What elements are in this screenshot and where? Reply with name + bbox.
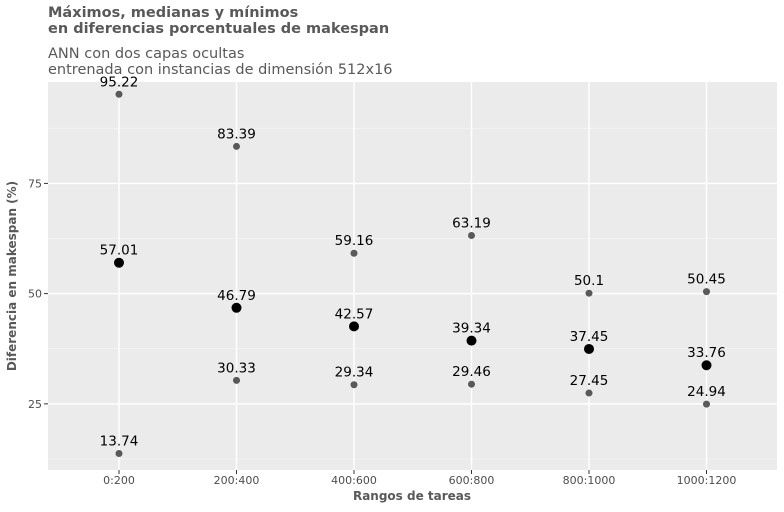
- point-median: [466, 335, 477, 346]
- chart-title: Máximos, medianas y mínimos en diferenci…: [48, 5, 389, 37]
- chart-title-line-2: en diferencias porcentuales de makespan: [48, 21, 390, 37]
- axis-ticks: 25 50 75 0:200 200:400 400:600 600:800 800:1000…: [28, 177, 736, 487]
- data-label-max: 95.22: [100, 74, 139, 90]
- point-min: [233, 376, 240, 384]
- data-label-max: 83.39: [217, 126, 256, 142]
- chart-title-line-1: Máximos, medianas y mínimos: [48, 5, 299, 21]
- data-label-max: 50.45: [687, 272, 726, 288]
- point-max: [350, 249, 358, 257]
- data-label-median: 39.34: [452, 321, 491, 337]
- point-max: [233, 142, 240, 150]
- point-max: [585, 289, 593, 297]
- chart-subtitle-line-2: entrenada con instancias de dimensión 51…: [48, 62, 393, 78]
- data-label-min: 27.45: [570, 373, 609, 389]
- point-min: [350, 381, 358, 389]
- plot-panel: [48, 82, 777, 470]
- point-min: [703, 400, 710, 408]
- point-median: [584, 343, 594, 354]
- x-tick-label: 400:600: [331, 474, 377, 487]
- data-label-median: 37.45: [570, 329, 609, 345]
- point-median: [701, 360, 712, 371]
- data-label-min: 24.94: [687, 384, 726, 400]
- data-label-max: 63.19: [452, 215, 491, 231]
- data-label-median: 46.79: [217, 288, 256, 304]
- point-min: [585, 389, 593, 397]
- data-label-max: 59.16: [335, 233, 374, 249]
- point-max: [468, 231, 475, 239]
- chart-subtitle-line-1: ANN con dos capas ocultas: [48, 46, 245, 62]
- x-tick-label: 800:1000: [563, 474, 616, 487]
- point-median: [114, 257, 124, 268]
- data-label-median: 57.01: [100, 243, 139, 259]
- data-points: 95.22 83.39 59.16 63.19 50.1 50.45 57.01 46.79 4…: [100, 74, 726, 458]
- point-median: [231, 302, 242, 313]
- data-label-max: 50.1: [574, 273, 604, 289]
- data-label-median: 33.76: [687, 345, 726, 361]
- point-max: [115, 90, 123, 98]
- data-label-median: 42.57: [335, 306, 374, 322]
- x-tick-label: 0:200: [103, 474, 135, 487]
- x-tick-label: 1000:1200: [677, 474, 737, 487]
- grid-lines: [48, 82, 777, 470]
- chart-subtitle: ANN con dos capas ocultas entrenada con …: [48, 46, 393, 78]
- data-label-min: 29.46: [452, 364, 491, 380]
- y-axis-title: Diferencia en makespan (%): [5, 181, 19, 371]
- point-min: [115, 450, 123, 458]
- data-label-min: 29.34: [335, 365, 374, 381]
- y-tick-label: 50: [28, 288, 42, 301]
- data-label-min: 30.33: [217, 360, 256, 376]
- x-tick-label: 600:800: [449, 474, 495, 487]
- y-tick-label: 75: [28, 177, 42, 190]
- point-median: [349, 321, 359, 332]
- y-tick-label: 25: [28, 398, 42, 411]
- point-min: [468, 380, 475, 388]
- x-axis-title: Rangos de tareas: [353, 489, 471, 503]
- point-max: [703, 288, 710, 296]
- data-label-min: 13.74: [100, 434, 139, 450]
- x-tick-label: 200:400: [214, 474, 260, 487]
